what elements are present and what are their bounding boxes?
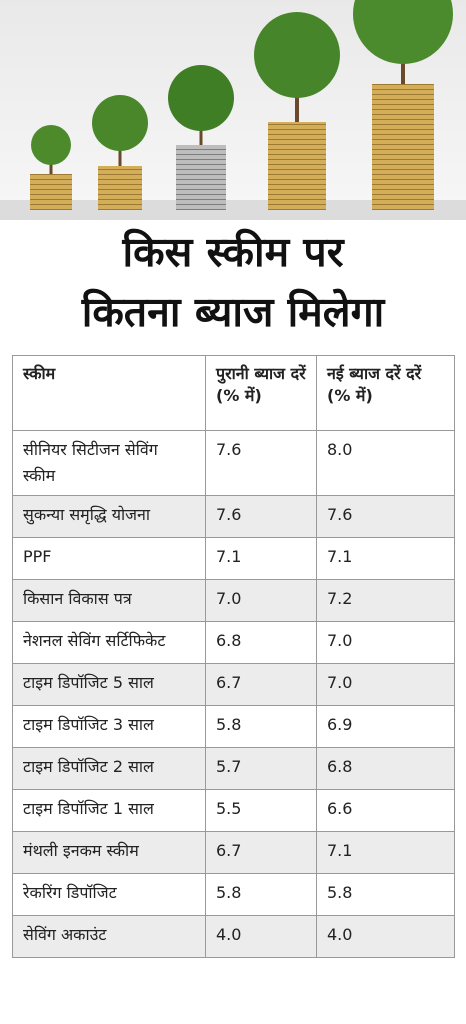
rate-cell: 7.0 — [205, 579, 317, 622]
column-header: पुरानी ब्याज दरें (% में) — [205, 355, 317, 431]
rate-cell: 6.7 — [205, 663, 317, 706]
rate-cell: 7.6 — [316, 495, 455, 538]
title-line: किस स्कीम पर — [122, 228, 344, 276]
rate-cell: 4.0 — [316, 915, 455, 958]
rate-cell: 7.1 — [316, 831, 455, 874]
title-line: कितना ब्याज मिलेगा — [81, 288, 385, 336]
rate-cell: 7.0 — [316, 663, 455, 706]
rate-cell: 5.5 — [205, 789, 317, 832]
scheme-cell: टाइम डिपॉजिट 5 साल — [12, 663, 206, 706]
column-header: स्कीम — [12, 355, 206, 431]
scheme-cell: सुकन्या समृद्धि योजना — [12, 495, 206, 538]
table-row: रेकरिंग डिपॉजिट 5.8 5.8 — [12, 873, 455, 916]
scheme-cell: किसान विकास पत्र — [12, 579, 206, 622]
title: किस स्कीम पर कितना ब्याज मिलेगा — [0, 222, 466, 342]
table-row: PPF 7.1 7.1 — [12, 537, 455, 580]
rate-cell: 6.7 — [205, 831, 317, 874]
table-row: टाइम डिपॉजिट 3 साल 5.8 6.9 — [12, 705, 455, 748]
header-row: स्कीम पुरानी ब्याज दरें (% में) नई ब्याज द… — [12, 355, 455, 431]
scheme-cell: PPF — [12, 537, 206, 580]
rate-cell: 7.1 — [205, 537, 317, 580]
rate-cell: 5.8 — [205, 705, 317, 748]
rate-cell: 7.0 — [316, 621, 455, 664]
table-row: मंथली इनकम स्कीम 6.7 7.1 — [12, 831, 455, 874]
rate-cell: 5.8 — [316, 873, 455, 916]
rate-cell: 5.7 — [205, 747, 317, 790]
table-row: सुकन्या समृद्धि योजना 7.6 7.6 — [12, 495, 455, 538]
rate-cell: 5.8 — [205, 873, 317, 916]
table-row: नेशनल सेविंग सर्टिफिकेट 6.8 7.0 — [12, 621, 455, 664]
scheme-cell: टाइम डिपॉजिट 3 साल — [12, 705, 206, 748]
rate-cell: 7.2 — [316, 579, 455, 622]
scheme-cell: टाइम डिपॉजिट 1 साल — [12, 789, 206, 832]
table-row: सीनियर सिटीजन सेविंग स्कीम 7.6 8.0 — [12, 430, 455, 496]
table-row: टाइम डिपॉजिट 2 साल 5.7 6.8 — [12, 747, 455, 790]
scheme-cell: टाइम डिपॉजिट 2 साल — [12, 747, 206, 790]
rate-cell: 7.1 — [316, 537, 455, 580]
rate-cell: 6.8 — [316, 747, 455, 790]
rate-cell: 6.6 — [316, 789, 455, 832]
scheme-cell: सीनियर सिटीजन सेविंग स्कीम — [12, 430, 206, 496]
scheme-cell: नेशनल सेविंग सर्टिफिकेट — [12, 621, 206, 664]
rate-cell: 7.6 — [205, 495, 317, 538]
table-row: किसान विकास पत्र 7.0 7.2 — [12, 579, 455, 622]
table-row: सेविंग अकाउंट 4.0 4.0 — [12, 915, 455, 958]
stack — [30, 0, 453, 210]
rate-table: स्कीम पुरानी ब्याज दरें (% में) नई ब्याज द… — [12, 355, 455, 958]
rate-cell: 4.0 — [205, 915, 317, 958]
scheme-cell: सेविंग अकाउंट — [12, 915, 206, 958]
table-row: टाइम डिपॉजिट 1 साल 5.5 6.6 — [12, 789, 455, 832]
hero-image — [0, 0, 466, 220]
rate-cell: 7.6 — [205, 430, 317, 496]
column-header: नई ब्याज दरें दरें (% में) — [316, 355, 455, 431]
rate-cell: 6.8 — [205, 621, 317, 664]
rate-cell: 8.0 — [316, 430, 455, 496]
scheme-cell: रेकरिंग डिपॉजिट — [12, 873, 206, 916]
table-row: टाइम डिपॉजिट 5 साल 6.7 7.0 — [12, 663, 455, 706]
rate-cell: 6.9 — [316, 705, 455, 748]
scheme-cell: मंथली इनकम स्कीम — [12, 831, 206, 874]
